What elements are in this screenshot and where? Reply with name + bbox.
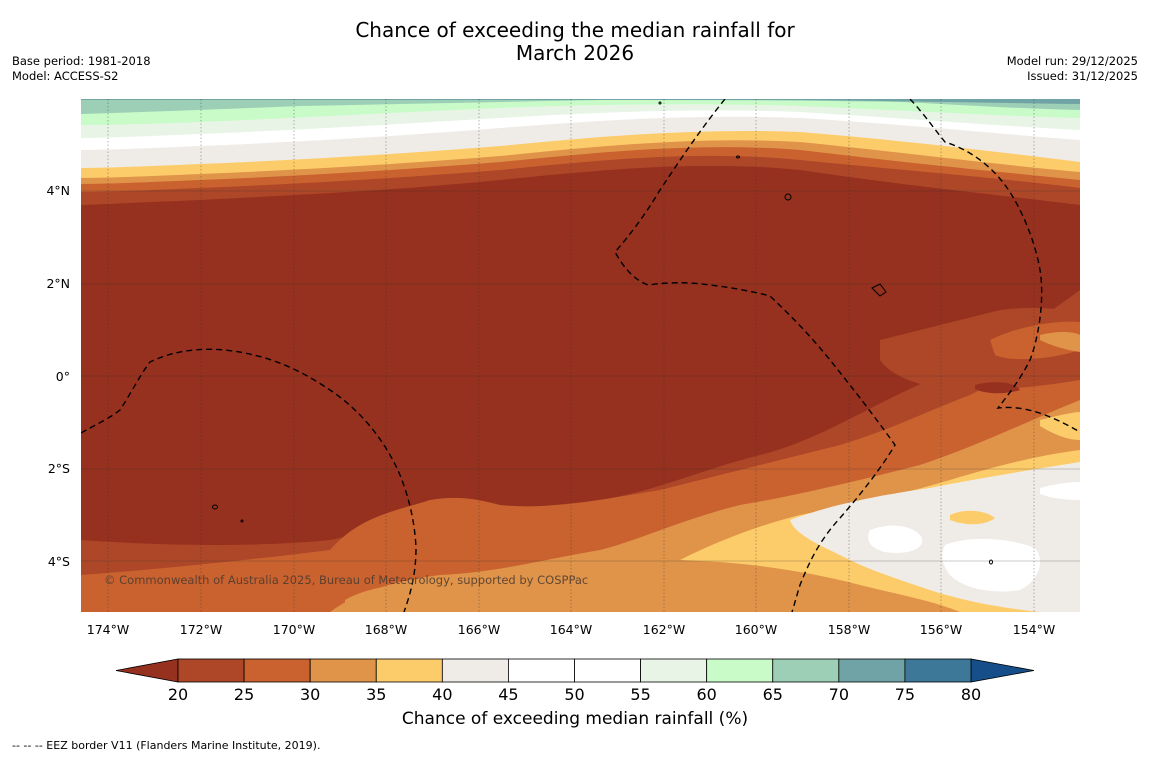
- band-south-yellow-patch: [950, 510, 995, 525]
- island-shape: [658, 101, 662, 105]
- colorbar-tick-label: 80: [961, 685, 981, 704]
- colorbar-tick-label: 25: [234, 685, 254, 704]
- colorbar-swatch: [838, 658, 906, 683]
- lon-label: 164°W: [550, 622, 592, 637]
- lat-label: 4°S: [48, 554, 70, 569]
- rainfall-field: [81, 99, 1080, 612]
- islands: [212, 101, 993, 565]
- colorbar: 20 25 30 35 40 45 50 55 60 65 70 75 80: [115, 658, 1035, 704]
- lon-label: 174°W: [87, 622, 129, 637]
- model-run: Model run: 29/12/2025: [1006, 54, 1138, 68]
- band-east-patch-3: [1040, 331, 1080, 352]
- title-line-2: March 2026: [515, 41, 635, 65]
- model-name: Model: ACCESS-S2: [12, 69, 119, 83]
- band-east-patch-5: [1040, 412, 1080, 440]
- meta-left: Base period: 1981-2018 Model: ACCESS-S2: [12, 54, 151, 84]
- eez-border-west: [81, 348, 417, 612]
- colorbar-swatch: [640, 658, 708, 683]
- lat-label: 2°S: [48, 461, 70, 476]
- colorbar-swatch: [243, 658, 311, 683]
- lon-label: 156°W: [920, 622, 962, 637]
- lon-labels: 174°W 172°W 170°W 168°W 166°W 164°W 162°…: [87, 622, 1055, 637]
- colorbar-tick-label: 70: [829, 685, 849, 704]
- band-south-white-patch-3: [942, 538, 1040, 592]
- lon-label: 160°W: [735, 622, 777, 637]
- colorbar-tick-label: 45: [498, 685, 518, 704]
- lon-label: 158°W: [828, 622, 870, 637]
- band-north-65-70: [81, 99, 1080, 114]
- colorbar-label: Chance of exceeding median rainfall (%): [401, 709, 749, 729]
- colorbar-tick-label: 60: [696, 685, 716, 704]
- meta-right: Model run: 29/12/2025 Issued: 31/12/2025: [1007, 54, 1138, 84]
- colorbar-under-arrow: [115, 658, 179, 683]
- lon-label: 172°W: [180, 622, 222, 637]
- base-period: Base period: 1981-2018: [12, 54, 151, 68]
- colorbar-swatch: [441, 658, 509, 683]
- band-north-60-65: [81, 99, 1080, 125]
- parallels: [81, 190, 1080, 562]
- band-south-orange-patch: [345, 581, 478, 612]
- colorbar-swatch: [706, 658, 774, 683]
- lon-label: 154°W: [1013, 622, 1055, 637]
- eez-borders: [81, 99, 1080, 612]
- colorbar-swatch: [574, 658, 641, 683]
- colorbar-tick-label: 65: [763, 685, 783, 704]
- colorbar-swatch: [904, 658, 972, 683]
- colorbar-tick-label: 20: [168, 685, 188, 704]
- colorbar-tick-label: 55: [630, 685, 650, 704]
- island-shape: [784, 193, 792, 201]
- colorbar-swatch: [177, 658, 245, 683]
- island-shape: [871, 283, 887, 297]
- colorbar-swatch: [309, 658, 377, 683]
- lat-labels: 4°N 2°N 0° 2°S 4°S: [46, 183, 70, 569]
- colorbar-tick-label: 35: [366, 685, 386, 704]
- island-shape: [240, 519, 244, 523]
- map-title: Chance of exceeding the median rainfall …: [0, 19, 1150, 65]
- colorbar-swatch: [508, 658, 575, 683]
- copyright-text: © Commonwealth of Australia 2025, Bureau…: [104, 573, 588, 587]
- band-east-patch-2: [990, 321, 1080, 360]
- island-shape: [212, 504, 218, 510]
- title-line-1: Chance of exceeding the median rainfall …: [355, 18, 795, 42]
- lon-label: 168°W: [365, 622, 407, 637]
- lon-label: 162°W: [643, 622, 685, 637]
- colorbar-over-arrow: [970, 658, 1035, 683]
- band-east-patch-4: [975, 382, 1020, 394]
- island-shape: [989, 559, 993, 565]
- eez-border-center: [614, 99, 896, 612]
- issued-date: Issued: 31/12/2025: [1027, 69, 1138, 83]
- colorbar-tick-label: 30: [300, 685, 320, 704]
- colorbar-tick-label: 40: [432, 685, 452, 704]
- band-north-70-75: [81, 99, 1080, 104]
- lat-label: 2°N: [46, 276, 70, 291]
- colorbar-swatch: [772, 658, 840, 683]
- island-shape: [736, 155, 740, 159]
- colorbar-swatch: [375, 658, 443, 683]
- band-south-white-patch-2: [868, 525, 923, 553]
- lat-label: 0°: [56, 369, 70, 384]
- colorbar-tick-label: 50: [564, 685, 584, 704]
- eez-legend-note: -- -- -- EEZ border V11 (Flanders Marine…: [12, 739, 321, 752]
- band-south-white-patch-1: [1040, 482, 1080, 500]
- lon-label: 166°W: [458, 622, 500, 637]
- lat-label: 4°N: [46, 183, 70, 198]
- eez-border-east: [909, 99, 1080, 433]
- colorbar-tick-label: 75: [895, 685, 915, 704]
- lon-label: 170°W: [273, 622, 315, 637]
